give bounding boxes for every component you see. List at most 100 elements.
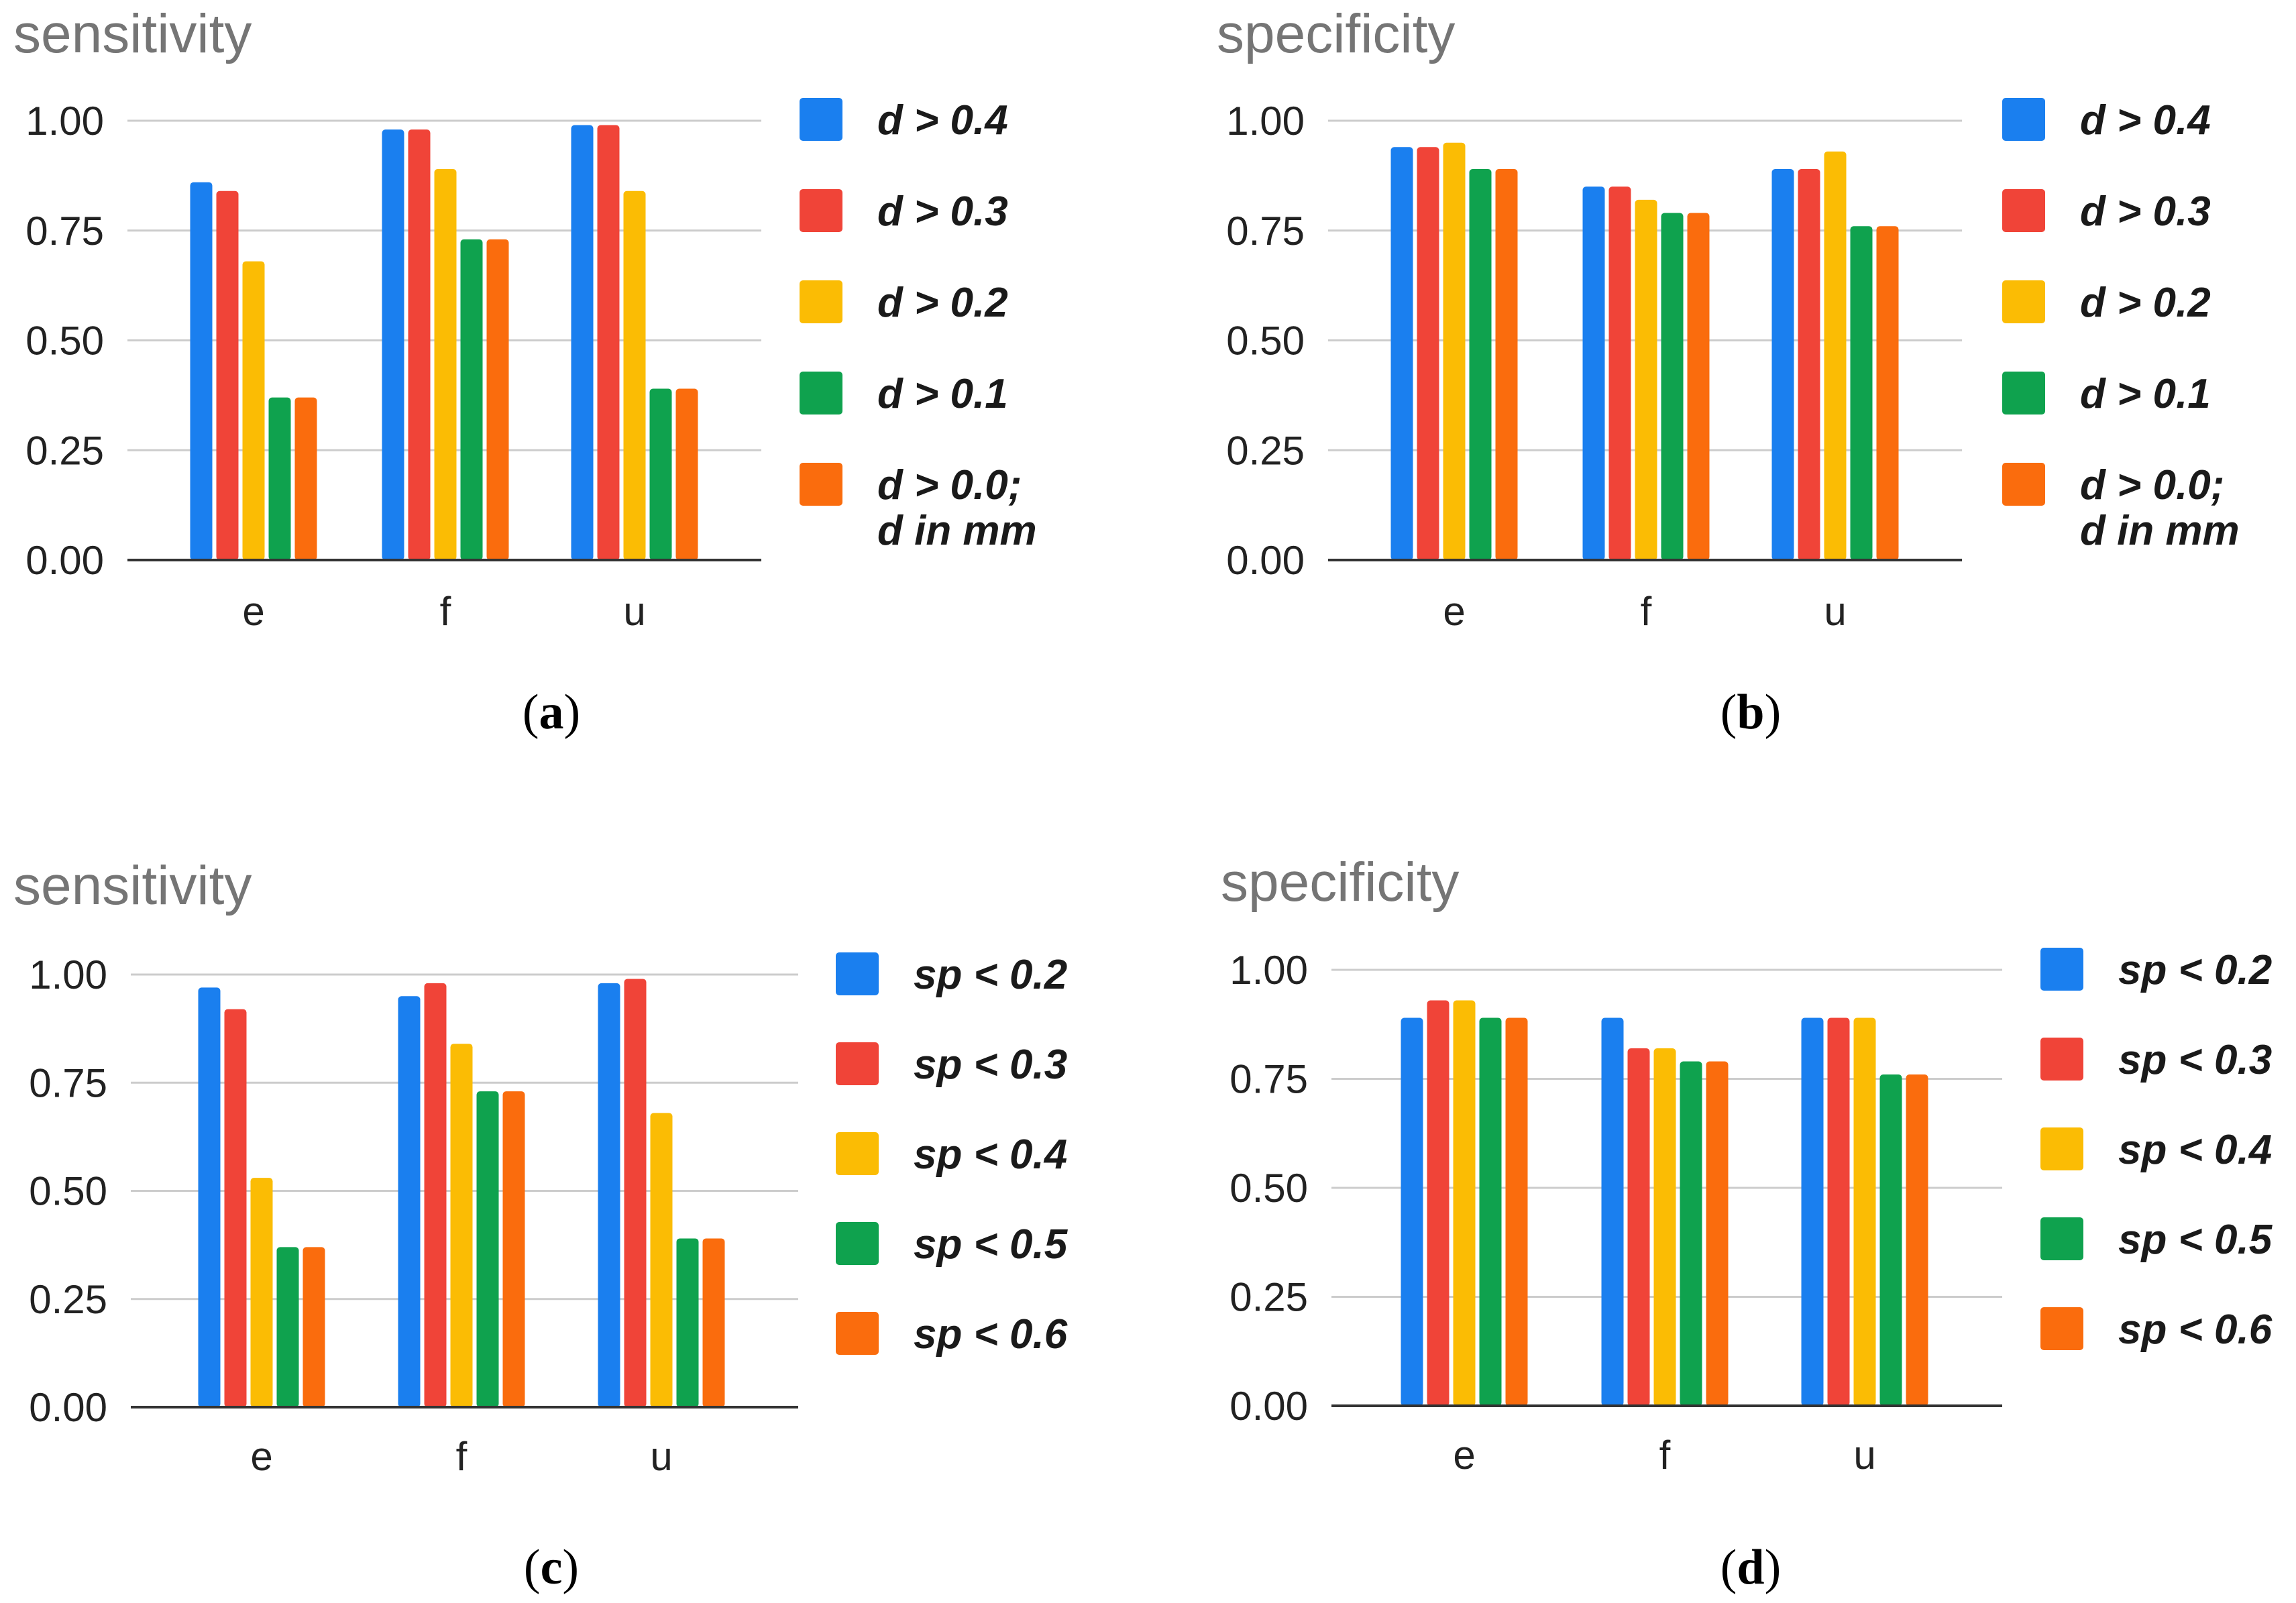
- legend-item: d > 0.0; d in mm: [2002, 463, 2240, 554]
- legend-swatch: [2002, 280, 2045, 323]
- legend-swatch: [800, 372, 842, 414]
- bar-f-series-2: [408, 129, 431, 561]
- bar-u-series-1: [1801, 1017, 1824, 1406]
- legend-item: d > 0.1: [2002, 372, 2211, 417]
- x-category-label: u: [1824, 589, 1846, 634]
- legend-swatch: [2002, 189, 2045, 232]
- y-tick-label: 1.00: [25, 99, 104, 144]
- y-tick-label: 0.00: [25, 538, 104, 583]
- bar-f-series-5: [1706, 1061, 1729, 1406]
- bar-u-series-4: [676, 1238, 699, 1407]
- panel-caption: (c): [523, 1540, 580, 1595]
- legend-swatch: [2040, 1307, 2083, 1350]
- bar-f-series-3: [434, 169, 457, 561]
- y-tick-label: 0.50: [1229, 1166, 1308, 1211]
- legend-item: d > 0.4: [2002, 98, 2211, 144]
- bar-f-series-5: [486, 239, 509, 560]
- legend-item: sp < 0.3: [836, 1042, 1067, 1088]
- x-category-label: u: [650, 1434, 672, 1479]
- y-tick-label: 0.50: [25, 319, 104, 364]
- bar-e-series-1: [1390, 147, 1413, 561]
- legend-swatch: [836, 1132, 879, 1175]
- y-tick-label: 1.00: [1229, 948, 1308, 993]
- y-tick-label: 0.25: [1229, 1275, 1308, 1320]
- bar-e-series-5: [303, 1247, 325, 1407]
- legend-item: sp < 0.4: [2040, 1127, 2272, 1173]
- x-category-label: u: [623, 589, 645, 634]
- legend-swatch: [800, 189, 842, 232]
- bar-e-series-1: [198, 987, 221, 1407]
- y-tick-label: 0.25: [29, 1277, 107, 1322]
- bar-e-series-5: [294, 397, 317, 560]
- bar-e-series-4: [1479, 1017, 1502, 1406]
- bar-u-series-1: [598, 983, 620, 1407]
- bar-e-series-3: [1453, 1000, 1476, 1406]
- chart-title: sensitivity: [13, 3, 252, 64]
- y-tick-label: 0.25: [25, 428, 104, 473]
- plot-area: 0.00 0.25 0.50 0.75 1.00 e f u: [25, 99, 761, 634]
- bar-f-series-1: [1582, 186, 1605, 560]
- bar-e-series-3: [250, 1178, 273, 1407]
- bar-u-series-4: [1850, 226, 1873, 560]
- bar-f-series-1: [382, 129, 404, 561]
- bar-f-series-4: [476, 1091, 499, 1407]
- bar-f-series-2: [1627, 1048, 1650, 1406]
- x-category-label: u: [1853, 1433, 1875, 1478]
- chart-title: sensitivity: [13, 855, 252, 916]
- legend-label: sp < 0.6: [914, 1311, 1068, 1358]
- bar-u-series-3: [1824, 151, 1847, 561]
- legend-swatch: [2040, 1038, 2083, 1081]
- panel-caption: (b): [1720, 685, 1782, 740]
- bar-u-series-1: [1771, 169, 1794, 561]
- legend-swatch: [2040, 1127, 2083, 1170]
- legend-swatch: [836, 1312, 879, 1355]
- legend-item: sp < 0.5: [2040, 1217, 2272, 1263]
- y-tick-label: 0.00: [29, 1385, 107, 1430]
- chart-title: specificity: [1221, 852, 1460, 913]
- bar-u-series-2: [1827, 1017, 1850, 1406]
- legend-label: d > 0.1: [877, 371, 1008, 417]
- chart-panel-b: specificity 0.00 0.25 0.50 0.75 1.00 e f u d > …: [1201, 0, 2296, 758]
- bar-u-series-2: [624, 979, 647, 1407]
- bar-u-series-5: [675, 388, 698, 560]
- legend-item: sp < 0.6: [2040, 1307, 2272, 1353]
- legend-label: sp < 0.2: [2118, 947, 2273, 993]
- legend-label: d > 0.0; d in mm: [2080, 462, 2240, 554]
- legend-label: sp < 0.5: [914, 1221, 1068, 1268]
- x-category-label: f: [440, 589, 451, 634]
- y-tick-label: 0.25: [1226, 428, 1305, 473]
- bar-u-series-1: [571, 125, 594, 561]
- legend-item: d > 0.1: [800, 372, 1008, 417]
- bar-f-series-3: [450, 1044, 473, 1407]
- legend-label: sp < 0.5: [2118, 1217, 2273, 1263]
- bar-f-series-4: [1661, 213, 1684, 560]
- bar-e-series-4: [276, 1247, 299, 1407]
- bar-u-series-3: [650, 1113, 673, 1407]
- bar-f-series-3: [1635, 199, 1657, 560]
- legend-label: d > 0.4: [877, 97, 1008, 144]
- bar-e-series-2: [216, 190, 239, 560]
- legend-swatch: [836, 1042, 879, 1085]
- legend-swatch: [2002, 463, 2045, 506]
- legend-label: sp < 0.4: [914, 1131, 1068, 1178]
- legend-label: sp < 0.6: [2118, 1307, 2273, 1353]
- chart-panel-d: specificity 0.00 0.25 0.50 0.75 1.00 e f u sp <…: [1201, 852, 2296, 1603]
- legend-item: d > 0.2: [800, 280, 1008, 326]
- y-tick-label: 1.00: [1226, 99, 1305, 144]
- y-tick-label: 0.75: [25, 209, 104, 254]
- bar-f-series-5: [502, 1091, 525, 1407]
- chart-panel-a: sensitivity 0.00 0.25 0.50 0.75 1.00 e f u d > …: [0, 0, 1134, 758]
- legend-item: sp < 0.6: [836, 1312, 1067, 1358]
- legend-item: sp < 0.4: [836, 1132, 1067, 1178]
- x-category-label: e: [242, 589, 264, 634]
- bar-e-series-1: [190, 182, 213, 560]
- plot-area: 0.00 0.25 0.50 0.75 1.00 e f u: [29, 952, 798, 1479]
- bar-e-series-2: [1417, 147, 1439, 561]
- legend-swatch: [2040, 1217, 2083, 1260]
- legend-item: d > 0.3: [2002, 189, 2211, 235]
- x-category-label: e: [1443, 589, 1465, 634]
- y-tick-label: 0.50: [29, 1169, 107, 1214]
- chart-title: specificity: [1217, 3, 1456, 64]
- chart-panel-c: sensitivity 0.00 0.25 0.50 0.75 1.00 e f u sp <…: [0, 852, 1134, 1603]
- legend-item: sp < 0.5: [836, 1222, 1067, 1268]
